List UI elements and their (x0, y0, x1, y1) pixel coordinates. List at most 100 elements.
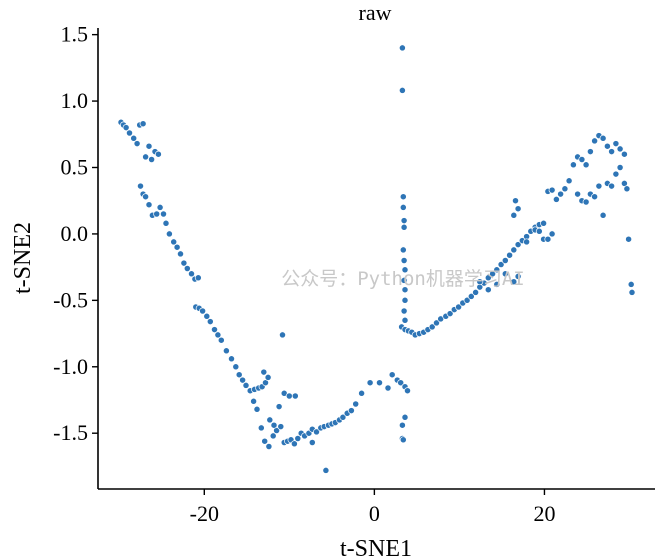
data-point-198 (625, 235, 633, 243)
data-point-180 (603, 142, 611, 150)
data-point-80 (266, 416, 274, 424)
x-axis-label: t-SNE1 (340, 536, 412, 560)
x-ticks: -20 0 20 (190, 489, 555, 526)
data-point-130 (455, 303, 463, 311)
data-point-24 (173, 243, 181, 251)
data-point-171 (565, 177, 573, 185)
chart-title: raw (359, 0, 392, 25)
data-point-139 (493, 266, 501, 274)
data-point-7 (139, 120, 147, 128)
data-point-113 (401, 296, 409, 304)
data-point-108 (399, 246, 407, 254)
data-point-54 (257, 424, 265, 432)
data-point-154 (476, 278, 484, 286)
data-point-160 (523, 238, 531, 246)
y-tick-label: 0.0 (61, 221, 89, 246)
y-ticks: -1.5 -1.0 -0.5 0.0 0.5 1.0 1.5 (53, 22, 98, 445)
data-point-57 (269, 432, 277, 440)
data-point-3 (126, 129, 133, 137)
data-point-34 (203, 312, 211, 320)
data-point-150 (540, 219, 548, 227)
data-point-26 (180, 259, 188, 267)
data-point-27 (183, 265, 191, 272)
data-point-114 (400, 307, 408, 315)
data-point-78 (347, 407, 355, 415)
data-point-158 (510, 278, 518, 286)
data-point-125 (433, 319, 440, 327)
data-point-99 (401, 413, 409, 421)
data-point-12 (154, 150, 162, 158)
data-point-165 (548, 230, 556, 238)
data-point-183 (616, 145, 624, 153)
data-point-63 (290, 440, 298, 448)
data-point-97 (404, 387, 411, 395)
data-point-79 (352, 400, 360, 408)
data-point-109 (400, 257, 408, 264)
data-point-22 (165, 230, 173, 238)
data-point-35 (206, 318, 214, 326)
y-tick-label: 1.0 (61, 88, 89, 113)
data-point-13 (137, 182, 144, 190)
data-point-50 (260, 368, 268, 376)
data-point-174 (578, 156, 586, 163)
y-tick-label: 1.5 (61, 22, 89, 47)
data-point-36 (211, 326, 218, 334)
data-point-155 (484, 286, 492, 294)
data-point-87 (308, 439, 316, 446)
data-point-191 (599, 211, 607, 219)
y-tick-label: -1.5 (53, 420, 88, 445)
data-point-84 (285, 392, 293, 400)
data-point-132 (463, 296, 471, 304)
data-point-195 (616, 164, 624, 171)
data-point-190 (595, 182, 603, 190)
data-point-20 (160, 210, 167, 218)
data-point-176 (586, 148, 594, 156)
data-point-193 (608, 182, 616, 190)
data-point-163 (535, 227, 543, 235)
data-point-81 (270, 421, 278, 429)
data-point-103 (398, 86, 406, 94)
data-point-41 (232, 363, 240, 371)
data-point-25 (177, 250, 184, 258)
data-point-92 (384, 384, 392, 392)
data-point-194 (612, 170, 620, 178)
data-point-167 (548, 186, 556, 194)
data-point-107 (400, 223, 408, 231)
data-point-128 (446, 310, 454, 318)
data-point-16 (145, 201, 153, 209)
data-point-98 (398, 421, 406, 429)
data-point-76 (339, 413, 347, 421)
data-point-200 (628, 288, 636, 296)
data-point-19 (156, 203, 164, 211)
data-point-197 (623, 185, 631, 193)
data-point-105 (399, 203, 407, 211)
data-point-69 (313, 428, 320, 436)
data-point-82 (275, 403, 283, 411)
data-point-44 (242, 381, 250, 389)
data-point-90 (366, 379, 374, 387)
data-point-51 (264, 373, 272, 381)
data-point-5 (133, 140, 141, 148)
data-point-175 (582, 161, 590, 169)
data-point-8 (142, 153, 150, 161)
data-point-124 (428, 323, 436, 331)
data-point-91 (376, 379, 383, 387)
data-point-28 (188, 270, 195, 278)
data-point-85 (291, 392, 299, 400)
data-point-59 (277, 423, 285, 431)
x-tick-label: 0 (369, 501, 380, 526)
data-point-86 (279, 331, 286, 339)
data-point-43 (239, 376, 247, 384)
data-point-144 (514, 241, 522, 249)
data-point-15 (142, 193, 150, 201)
data-point-10 (148, 156, 156, 163)
data-point-4 (130, 134, 138, 142)
data-point-151 (510, 211, 518, 219)
data-point-30 (194, 274, 202, 282)
data-point-102 (398, 44, 406, 52)
data-point-153 (512, 197, 519, 205)
y-tick-label: 0.5 (61, 154, 89, 179)
data-point-159 (514, 272, 522, 280)
data-point-2 (122, 124, 130, 132)
